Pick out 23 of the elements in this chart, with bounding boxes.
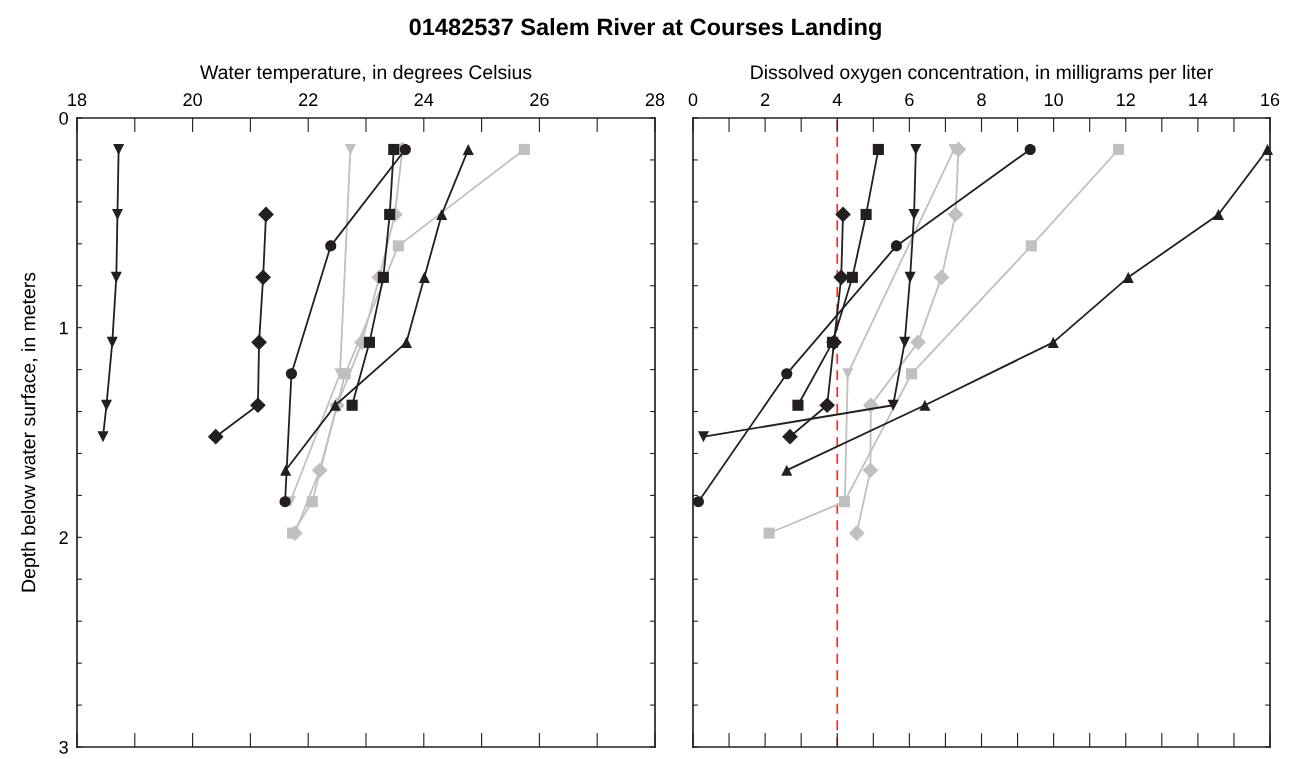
y-tick-label: 2 (59, 531, 68, 544)
y-tick-label: 3 (59, 740, 68, 754)
x-axis-title: Dissolved oxygen concentration, in milligrams per liter (751, 64, 1213, 83)
x-tick-label: 28 (645, 93, 665, 107)
y-axis-title: Depth below water surface, in meters (21, 272, 40, 592)
x-tick-label: 10 (1044, 93, 1063, 107)
x-axis-title: Water temperature, in degrees Celsius (200, 64, 532, 83)
x-tick-label: 14 (1189, 93, 1208, 106)
x-tick-label: 8 (977, 93, 986, 107)
x-tick-label: 4 (832, 93, 842, 106)
x-tick-label: 22 (299, 93, 318, 106)
x-tick-label: 26 (530, 93, 549, 107)
chart-title: 01482537 Salem River at Courses Landing (409, 18, 881, 41)
x-tick-label: 6 (905, 93, 914, 107)
x-tick-label: 0 (688, 93, 698, 107)
x-tick-label: 24 (414, 93, 434, 106)
y-tick-label: 1 (60, 321, 68, 335)
x-tick-label: 18 (68, 93, 87, 107)
x-tick-label: 16 (1261, 93, 1280, 107)
y-tick-label: 0 (59, 111, 68, 125)
x-tick-label: 12 (1117, 93, 1135, 106)
x-tick-label: 20 (183, 93, 202, 107)
x-tick-label: 2 (761, 93, 770, 106)
